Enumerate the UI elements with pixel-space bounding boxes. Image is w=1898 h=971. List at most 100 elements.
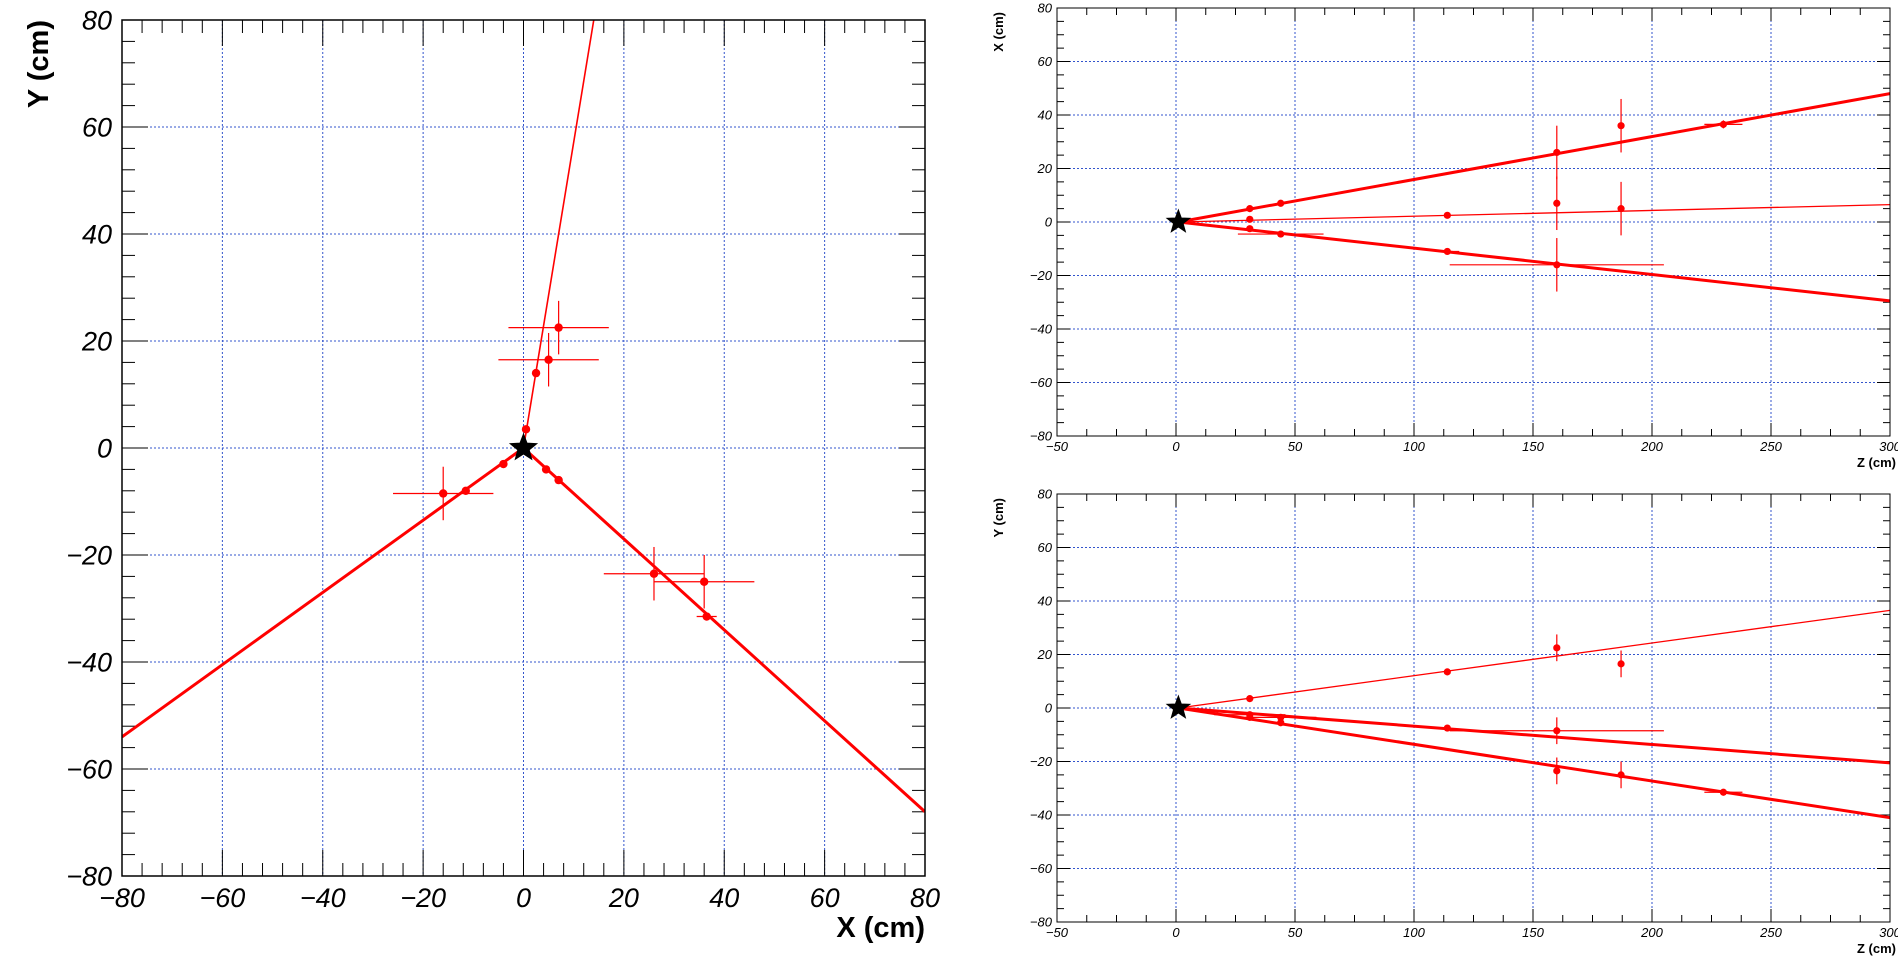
hit-point xyxy=(1443,724,1451,732)
y-tick-label: 0 xyxy=(97,433,112,463)
vertex-marker xyxy=(1165,694,1192,719)
track-line xyxy=(522,446,925,813)
hit-point xyxy=(1553,757,1561,785)
y-tick-labels: −80 −60 −40 −20 0 20 40 60 80 xyxy=(66,5,112,891)
x-tick-label: 150 xyxy=(1522,439,1544,454)
y-tick-label: 80 xyxy=(1038,1,1053,16)
hit-points xyxy=(393,300,755,621)
hit-marker xyxy=(1246,215,1254,223)
y-tick-label: 0 xyxy=(1045,701,1053,716)
x-tick-label: −40 xyxy=(300,883,346,913)
track-line xyxy=(1178,203,1890,223)
x-tick-labels: −50 0 50 100 150 200 250 300 xyxy=(1046,925,1898,940)
x-tick-label: 100 xyxy=(1403,925,1425,940)
hit-point xyxy=(393,466,494,521)
y-tick-labels: −80 −60 −40 −20 0 20 40 60 80 xyxy=(1030,1,1053,444)
y-tick-label: 60 xyxy=(1038,54,1053,69)
vertex-star-icon xyxy=(1165,208,1192,233)
hit-point xyxy=(1553,634,1561,662)
y-tick-labels: −80 −60 −40 −20 0 20 40 60 80 xyxy=(1030,487,1053,930)
zy-projection-panel: −50 0 50 100 150 200 250 300 −80 −60 −40 −20 0 20 40 6… xyxy=(991,487,1898,956)
y-tick-label: −60 xyxy=(1030,375,1053,390)
hit-marker xyxy=(544,355,553,364)
hit-point xyxy=(1246,205,1254,213)
track-line xyxy=(1178,706,1890,820)
hit-marker xyxy=(1277,713,1285,721)
hit-marker xyxy=(1617,660,1625,668)
y-tick-label: 0 xyxy=(1045,215,1053,230)
x-tick-label: 250 xyxy=(1759,439,1782,454)
track-line xyxy=(122,446,525,739)
hit-point xyxy=(1617,761,1625,789)
y-tick-label: 60 xyxy=(82,112,112,142)
hit-point xyxy=(1246,225,1254,233)
y-tick-label: −60 xyxy=(1030,861,1053,876)
hit-point xyxy=(696,612,717,621)
hit-point xyxy=(1277,719,1285,727)
vertex-star-icon xyxy=(1165,694,1192,719)
x-axis-label: X (cm) xyxy=(836,912,925,944)
hit-point xyxy=(1443,668,1451,676)
x-tick-label: 0 xyxy=(1172,925,1180,940)
x-tick-label: 0 xyxy=(1172,439,1180,454)
y-tick-label: −20 xyxy=(66,540,112,570)
hit-marker xyxy=(1553,767,1561,775)
hit-point xyxy=(1246,215,1254,223)
x-tick-label: 200 xyxy=(1640,439,1663,454)
hit-marker xyxy=(1553,644,1561,652)
hit-marker xyxy=(499,459,508,469)
hit-marker xyxy=(1246,695,1254,703)
hit-marker xyxy=(1719,788,1727,796)
hit-point xyxy=(554,475,563,485)
x-tick-label: 40 xyxy=(709,883,739,913)
hit-point xyxy=(1435,247,1460,256)
hit-point xyxy=(1449,238,1664,292)
x-tick-label: −60 xyxy=(199,883,245,913)
y-tick-label: 20 xyxy=(81,326,112,356)
track-lines xyxy=(1178,92,1890,303)
hit-marker xyxy=(1443,247,1451,256)
hit-marker xyxy=(1617,771,1625,779)
hit-marker xyxy=(1277,199,1285,207)
hit-point xyxy=(1246,695,1254,703)
y-tick-label: 40 xyxy=(1038,594,1053,609)
y-tick-label: −20 xyxy=(1030,268,1053,283)
x-axis-label: Z (cm) xyxy=(1857,941,1896,956)
track-line xyxy=(1178,220,1890,303)
x-tick-label: −50 xyxy=(1046,439,1069,454)
y-tick-label: −40 xyxy=(1030,808,1053,823)
hit-point xyxy=(1277,199,1285,207)
hit-marker xyxy=(1277,230,1285,238)
x-tick-label: −80 xyxy=(99,883,145,913)
plot-frame xyxy=(1056,7,1891,437)
x-tick-label: 60 xyxy=(810,883,840,913)
hit-marker xyxy=(1617,205,1625,213)
y-tick-label: 20 xyxy=(1037,647,1053,662)
zx-projection-panel: −50 0 50 100 150 200 250 300 −80 −60 −40 −20 0 20 40 6… xyxy=(991,1,1898,470)
hit-marker xyxy=(554,323,563,332)
axis-ticks xyxy=(1056,493,1891,923)
hit-marker xyxy=(531,368,541,378)
hit-points xyxy=(1214,634,1743,796)
hit-marker xyxy=(439,489,448,498)
y-tick-label: 80 xyxy=(1038,487,1053,502)
y-axis-label: X (cm) xyxy=(991,12,1006,52)
y-tick-label: −40 xyxy=(66,647,112,677)
x-tick-label: 20 xyxy=(608,883,639,913)
hit-marker xyxy=(1246,205,1254,213)
hit-point xyxy=(1617,650,1625,678)
hit-point xyxy=(531,368,541,378)
track-line xyxy=(1178,609,1890,709)
hit-point xyxy=(1449,717,1664,745)
hit-marker xyxy=(1553,727,1561,735)
x-tick-labels: −80 −60 −40 −20 0 20 40 60 80 xyxy=(99,883,940,913)
xy-projection-panel: −80 −60 −40 −20 0 20 40 60 80 −80 −60 −40 −20 0 20 40 6… xyxy=(23,5,940,944)
x-tick-label: 300 xyxy=(1879,439,1898,454)
hit-marker xyxy=(521,425,531,434)
hit-marker xyxy=(699,577,709,586)
hit-point xyxy=(1704,788,1743,796)
y-tick-label: 60 xyxy=(1038,540,1053,555)
hit-point xyxy=(498,332,599,387)
y-axis-label: Y (cm) xyxy=(991,498,1006,538)
hit-marker xyxy=(1246,713,1254,721)
